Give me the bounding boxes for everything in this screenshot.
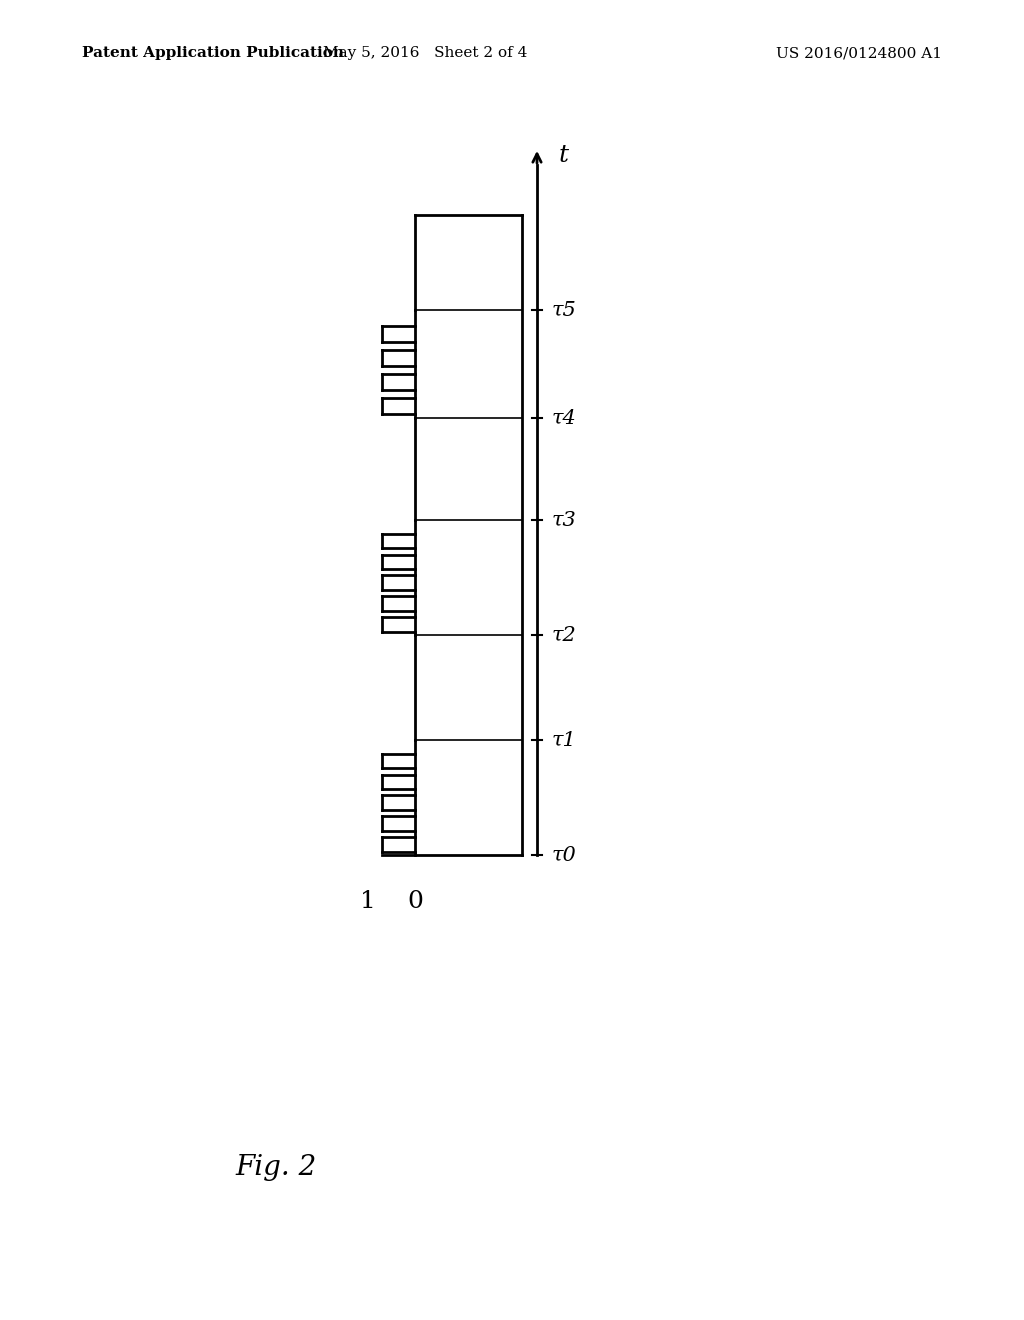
Text: τ2: τ2 — [552, 626, 577, 644]
Text: Patent Application Publication: Patent Application Publication — [82, 46, 344, 61]
Text: Fig. 2: Fig. 2 — [236, 1155, 316, 1181]
Text: 1: 1 — [360, 890, 376, 913]
Text: 0: 0 — [408, 890, 423, 913]
Text: τ0: τ0 — [552, 846, 577, 865]
Text: τ3: τ3 — [552, 511, 577, 529]
Text: τ4: τ4 — [552, 408, 577, 428]
Text: τ5: τ5 — [552, 301, 577, 319]
Text: US 2016/0124800 A1: US 2016/0124800 A1 — [776, 46, 942, 61]
Text: May 5, 2016   Sheet 2 of 4: May 5, 2016 Sheet 2 of 4 — [323, 46, 527, 61]
Text: t: t — [559, 144, 569, 166]
Text: τ1: τ1 — [552, 730, 577, 750]
